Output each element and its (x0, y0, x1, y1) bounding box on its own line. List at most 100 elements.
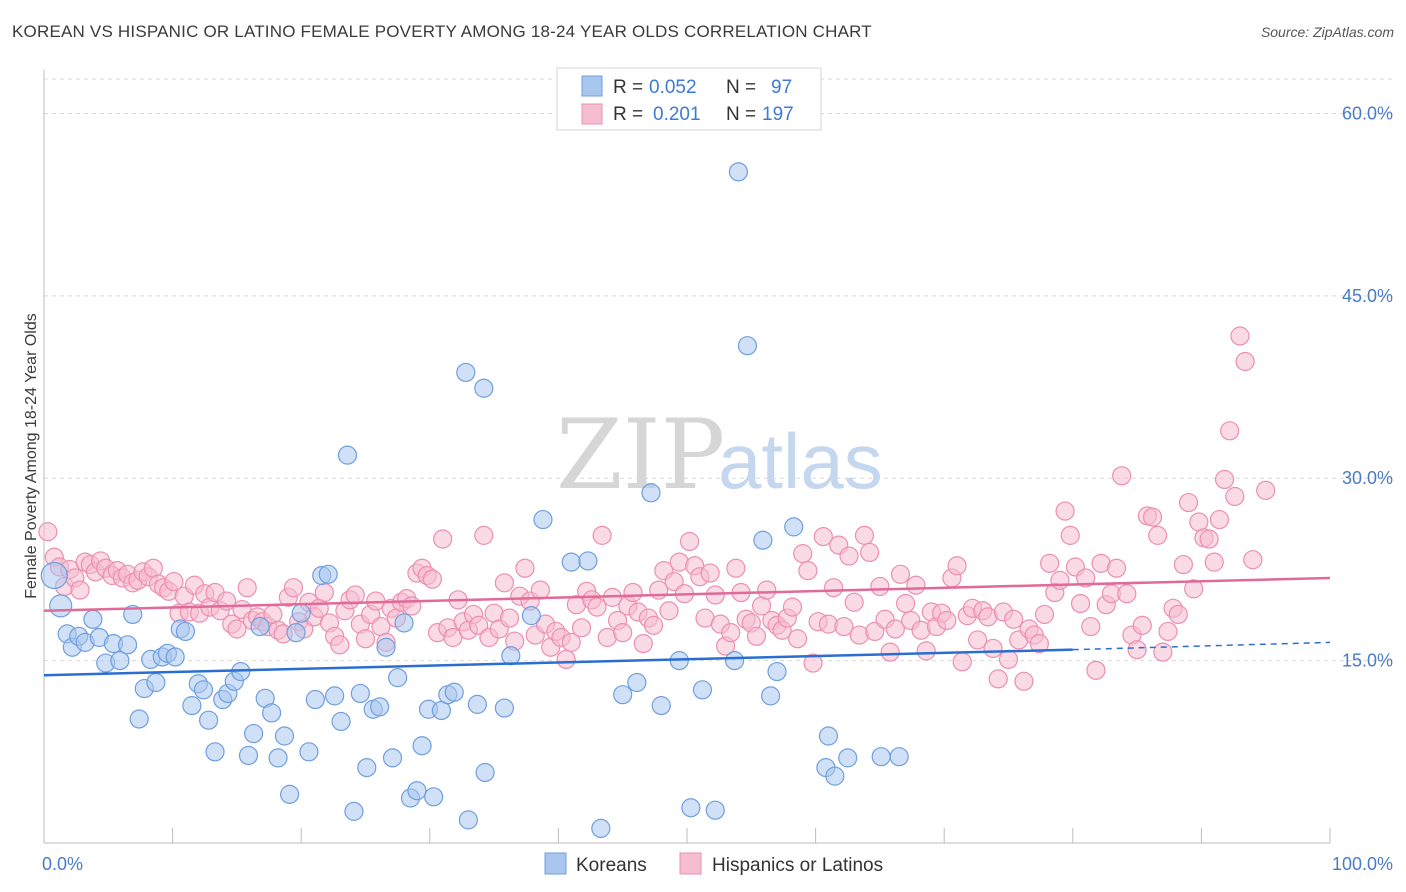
data-point (117, 635, 138, 655)
data-point (844, 592, 864, 612)
legend-n-label-hispanics: N = (726, 104, 756, 125)
data-point (443, 627, 463, 648)
data-point (250, 616, 270, 637)
data-point (860, 542, 880, 563)
series-legend: Koreans Hispanics or Latinos (544, 852, 883, 876)
data-point (571, 618, 592, 638)
data-point (803, 653, 823, 673)
data-point (330, 635, 350, 655)
data-point (556, 649, 576, 670)
data-point (357, 758, 377, 778)
legend-r-value-koreans: 0.052 (649, 77, 697, 98)
data-point (123, 604, 143, 625)
data-point (530, 580, 550, 600)
data-point (49, 594, 73, 618)
data-point (1086, 660, 1106, 680)
data-point (262, 703, 282, 723)
data-point (1112, 466, 1132, 486)
data-point (402, 596, 422, 616)
data-point (70, 580, 90, 600)
y-tick-label: 30.0% (1342, 468, 1393, 488)
data-point (737, 336, 758, 356)
data-point (681, 798, 701, 818)
data-point (896, 593, 916, 614)
data-point (456, 362, 476, 383)
data-point (370, 697, 390, 717)
data-point (1173, 554, 1193, 575)
data-point (1106, 558, 1127, 578)
data-point (314, 582, 334, 603)
data-point (494, 573, 514, 593)
data-point (651, 696, 671, 716)
data-point (474, 378, 494, 398)
data-point (1081, 616, 1101, 637)
watermark-atlas: atlas (718, 417, 883, 505)
data-point (382, 748, 403, 768)
data-point (40, 561, 68, 590)
data-point (613, 685, 633, 705)
data-point (1127, 640, 1147, 660)
data-point (345, 585, 365, 605)
bottom-legend-label-hispanics: Hispanics or Latinos (712, 855, 883, 876)
data-point (1060, 525, 1080, 545)
data-point (227, 619, 247, 639)
data-point (659, 601, 679, 621)
data-point (983, 638, 1003, 659)
data-point (318, 564, 338, 584)
data-point (1117, 584, 1137, 604)
legend-n-label-koreans: N = (726, 77, 756, 98)
data-point (700, 563, 720, 583)
bottom-legend-swatch-koreans (544, 852, 567, 875)
data-point (1158, 621, 1178, 642)
x-tick-label-min: 0.0% (42, 854, 83, 874)
data-point (1148, 525, 1168, 545)
data-point (870, 576, 890, 597)
data-point (728, 162, 749, 182)
data-point (129, 709, 149, 729)
data-point (501, 646, 521, 666)
data-point (613, 623, 633, 643)
data-point (331, 711, 351, 732)
data-point (494, 698, 514, 718)
data-point (757, 580, 777, 600)
trend-line-koreans (43, 648, 1073, 677)
data-point (692, 680, 713, 700)
data-point (283, 578, 304, 598)
data-point (175, 621, 196, 642)
y-tick-labels: 15.0% 30.0% 45.0% 60.0% (1342, 103, 1393, 670)
data-point (890, 564, 911, 584)
data-point (458, 810, 478, 830)
data-point (1029, 633, 1049, 654)
legend-r-label-koreans: R = (613, 77, 643, 98)
data-point (838, 748, 858, 768)
data-point (641, 483, 661, 503)
data-point (1243, 550, 1263, 570)
data-point (591, 818, 611, 839)
data-point (952, 652, 972, 672)
data-point (627, 672, 647, 693)
legend-r-value-hispanics: 0.201 (653, 104, 701, 125)
data-point (561, 632, 581, 652)
data-point (355, 629, 376, 649)
data-point (1204, 552, 1224, 572)
data-point (885, 619, 905, 639)
data-point (1153, 642, 1173, 662)
data-point (643, 615, 664, 635)
data-point (182, 696, 202, 716)
data-point (818, 726, 839, 746)
legend-n-value-hispanics: 197 (762, 104, 794, 125)
y-tick-label: 15.0% (1342, 651, 1393, 671)
data-point (578, 551, 598, 571)
data-point (291, 603, 311, 623)
data-point (299, 742, 319, 762)
data-point (871, 747, 891, 767)
legend-swatch-koreans (581, 75, 603, 97)
data-point (38, 522, 58, 542)
data-point (916, 641, 936, 661)
data-point (798, 561, 818, 581)
data-point (947, 556, 967, 576)
data-point (1142, 507, 1163, 527)
data-point (350, 683, 370, 704)
data-point (424, 787, 444, 807)
